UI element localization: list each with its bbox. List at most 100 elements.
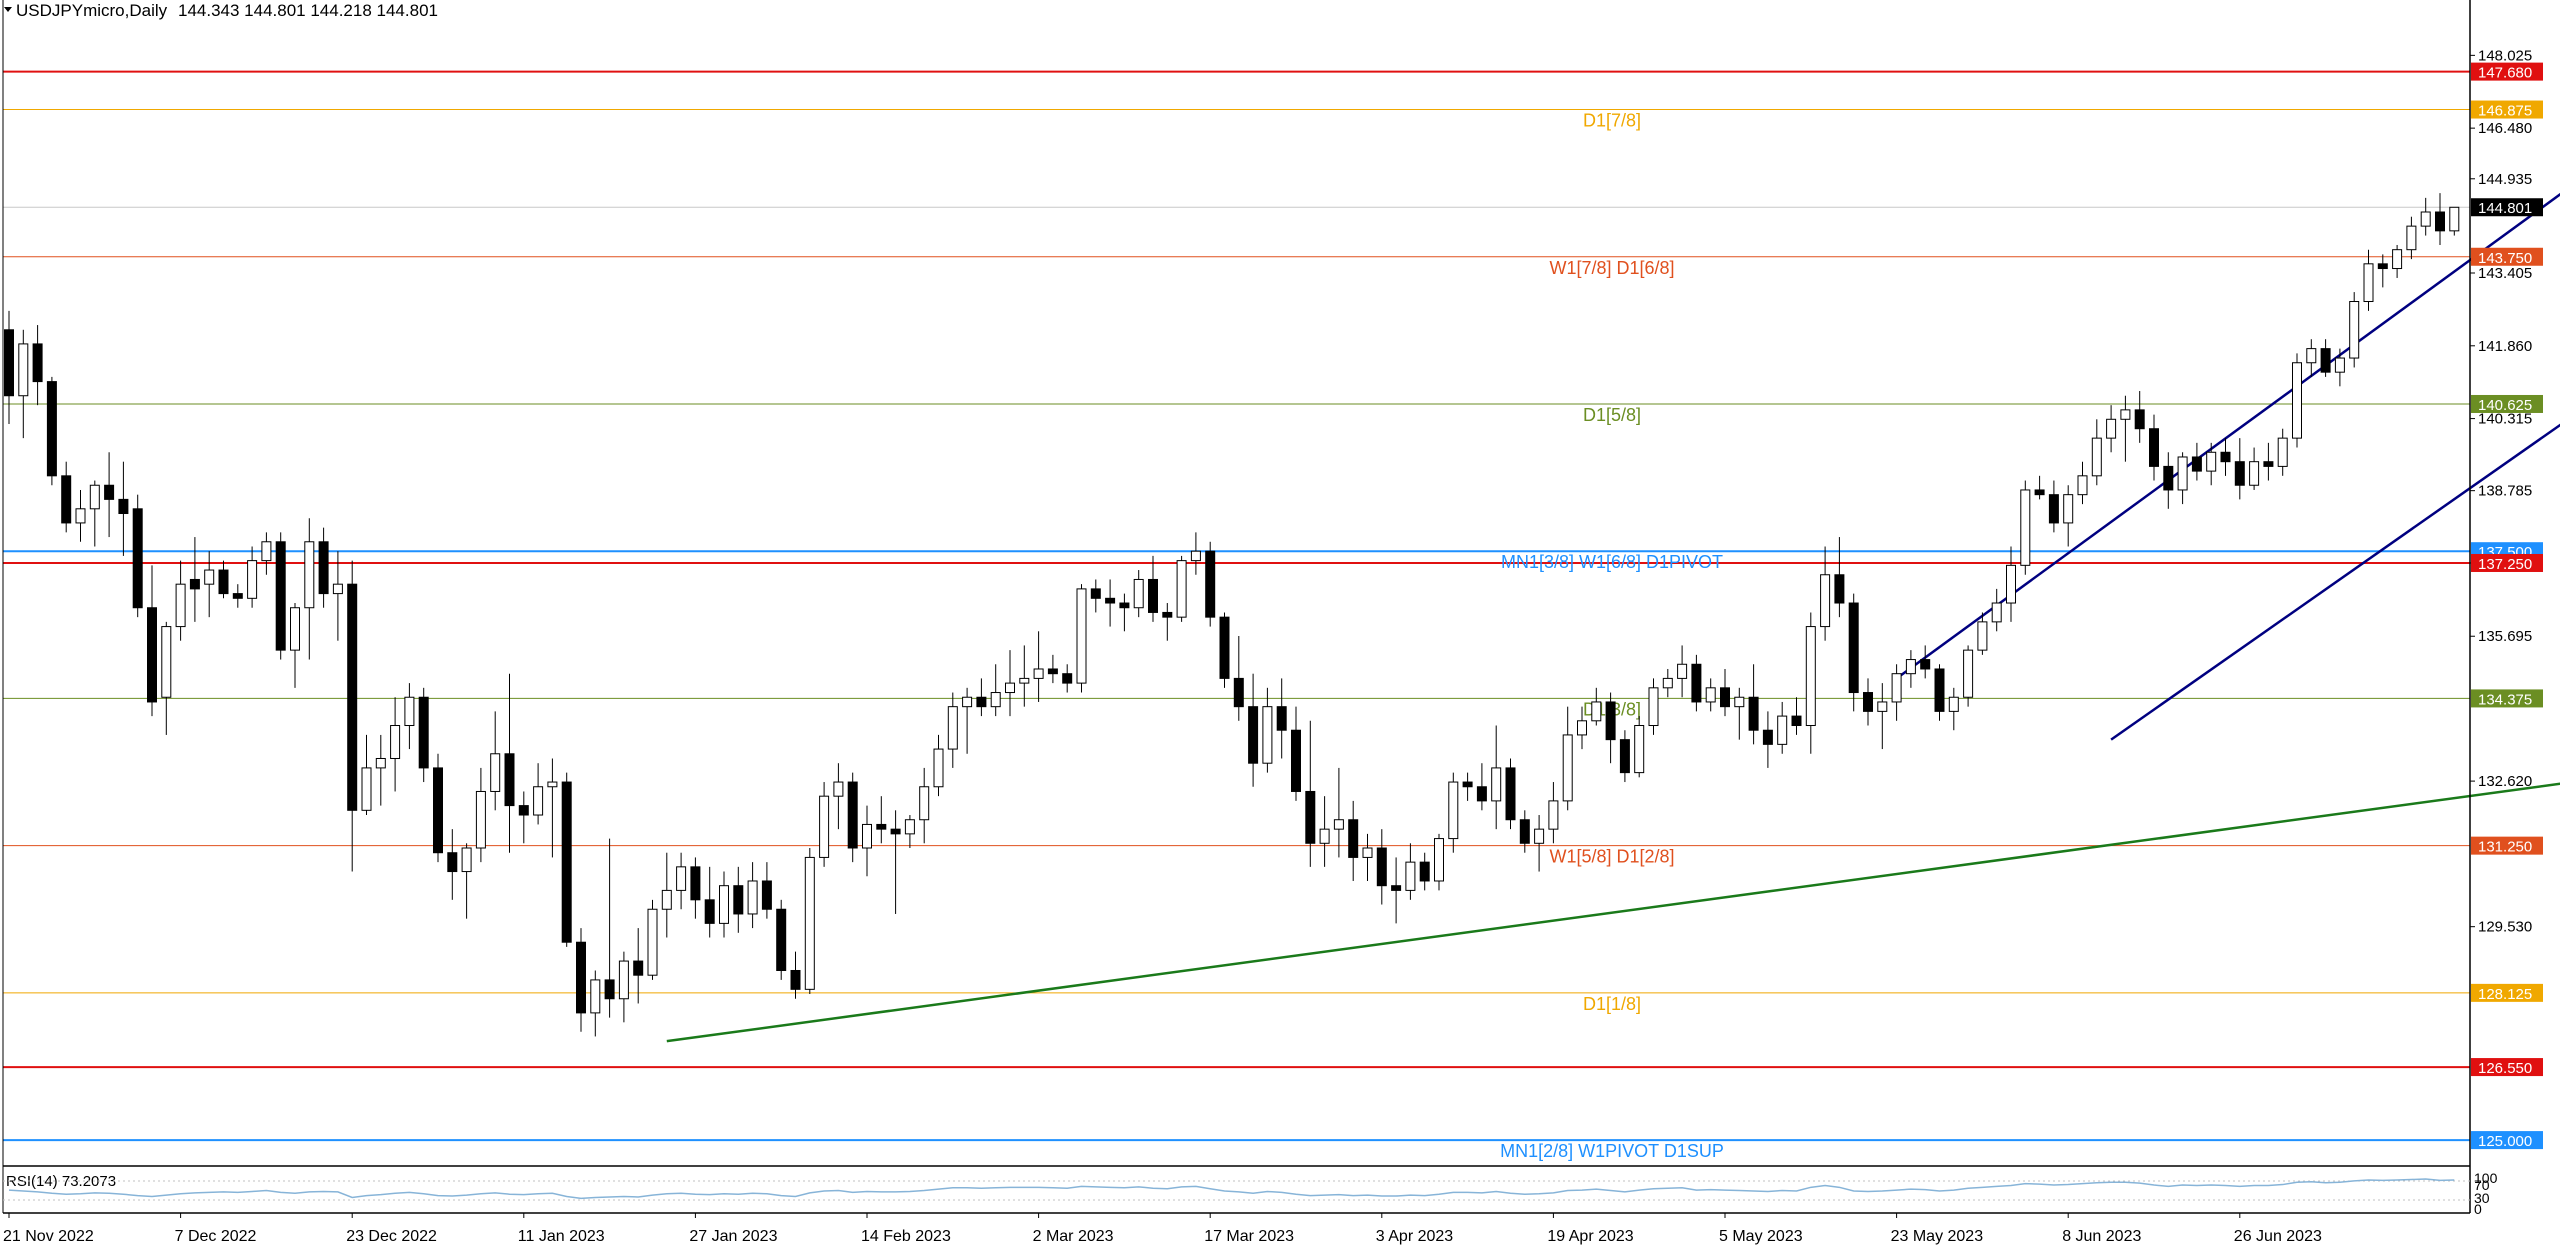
x-tick-label: 26 Jun 2023 xyxy=(2234,1228,2322,1245)
candle-body xyxy=(1362,847,1373,858)
y-tick-label: 148.025 xyxy=(2478,47,2532,64)
candle-body xyxy=(2377,263,2388,270)
candle-body xyxy=(1519,819,1530,844)
y-tick-label: 143.405 xyxy=(2478,265,2532,282)
candle-body xyxy=(46,381,57,477)
candle-body xyxy=(218,569,229,595)
price-tag-label: 126.550 xyxy=(2478,1060,2532,1077)
candle-body xyxy=(2177,456,2188,491)
candle-body xyxy=(2091,437,2102,477)
candle-body xyxy=(1047,668,1058,675)
candle-body xyxy=(1605,701,1616,741)
candle-body xyxy=(1863,692,1873,712)
candle-body xyxy=(633,960,644,976)
candle-body xyxy=(2106,418,2117,439)
level-annotation: W1[7/8] D1[6/8] xyxy=(1549,258,1674,278)
price-tag xyxy=(2471,62,2543,81)
candle-body xyxy=(1076,588,1087,684)
channel-upper-line xyxy=(1895,192,2560,680)
candle-body xyxy=(890,828,901,835)
candle-body xyxy=(2420,211,2431,227)
candle-body xyxy=(2334,357,2345,373)
price-axis[interactable]: 148.025 146.480 144.935 143.405 141.860 140.3… xyxy=(2470,47,2532,936)
candle-body xyxy=(2006,564,2016,604)
candle-body xyxy=(2120,409,2131,420)
candle-body xyxy=(461,847,472,873)
candle-body xyxy=(990,692,1001,708)
x-tick-label: 11 Jan 2023 xyxy=(518,1228,605,1245)
candle-body xyxy=(504,753,515,807)
candle-body xyxy=(1190,550,1201,562)
candle-body xyxy=(61,475,72,524)
candle-body xyxy=(1276,706,1287,731)
candle-body xyxy=(1877,701,1888,712)
price-tag-label: 125.000 xyxy=(2478,1133,2532,1150)
candle-body xyxy=(790,969,801,990)
candle-body xyxy=(1548,800,1559,830)
level-lines xyxy=(3,70,2470,1142)
candle-body xyxy=(2306,348,2317,364)
level-price-labels: 147.680146.875144.801143.750140.625137.5… xyxy=(2471,62,2543,1150)
candle-body xyxy=(447,852,458,873)
x-tick-label: 27 Jan 2023 xyxy=(689,1228,777,1245)
rsi-scale-30: 30 xyxy=(2474,1190,2490,1206)
candle-body xyxy=(561,781,572,943)
price-tag xyxy=(2471,1131,2543,1150)
candle-body xyxy=(2292,362,2302,439)
candle-body xyxy=(2349,301,2360,359)
candle-body xyxy=(1777,715,1788,745)
candle-body xyxy=(1734,696,1745,708)
level-annotation: D1[5/8] xyxy=(1583,405,1641,425)
price-tag-label: 131.250 xyxy=(2478,839,2532,856)
candle-body xyxy=(1677,663,1688,679)
candle-body xyxy=(1562,734,1573,802)
x-tick-label: 2 Mar 2023 xyxy=(1033,1228,1114,1245)
candle-body xyxy=(89,484,100,510)
x-tick-label: 5 May 2023 xyxy=(1719,1228,1803,1245)
candle-body xyxy=(2435,211,2445,232)
candle-body xyxy=(1376,847,1387,887)
candle-body xyxy=(690,866,701,901)
price-tag-label: 143.750 xyxy=(2478,250,2532,267)
rsi-pane[interactable]: RSI(14) 73.2073 100 70 30 0 xyxy=(3,1170,2498,1217)
candle-body xyxy=(1090,588,1101,599)
candle-body xyxy=(719,885,729,924)
candle-body xyxy=(1820,574,1831,628)
candle-body xyxy=(1405,861,1416,891)
candle-body xyxy=(1491,767,1502,802)
candle-body xyxy=(1505,767,1516,821)
time-axis[interactable]: 21 Nov 2022 7 Dec 2022 23 Dec 2022 11 Jan 2… xyxy=(3,1213,2322,1245)
candle-body xyxy=(704,899,715,924)
candle-body xyxy=(1462,781,1473,788)
candle-body xyxy=(2234,461,2245,486)
candle-body xyxy=(1648,687,1659,727)
candle-body xyxy=(232,593,243,599)
candlesticks xyxy=(4,193,2460,1037)
candle-body xyxy=(189,578,200,590)
candle-body xyxy=(2020,489,2031,566)
y-tick-label: 135.695 xyxy=(2478,628,2532,645)
candle-body xyxy=(919,786,930,821)
candle-body xyxy=(132,508,143,609)
price-tag-label: 137.250 xyxy=(2478,556,2532,573)
candle-body xyxy=(1762,729,1773,745)
candle-body xyxy=(2191,456,2202,472)
candle-body xyxy=(1948,696,1959,712)
candle-body xyxy=(1591,701,1602,722)
candle-body xyxy=(1691,663,1702,703)
candle-body xyxy=(1005,682,1015,694)
candle-body xyxy=(747,880,758,915)
x-tick-label: 19 Apr 2023 xyxy=(1547,1228,1633,1245)
candle-body xyxy=(776,908,787,971)
candle-body xyxy=(1920,659,1931,670)
y-tick-label: 144.935 xyxy=(2478,171,2532,188)
candle-body xyxy=(904,819,915,835)
candle-body xyxy=(433,767,443,854)
candle-body xyxy=(4,329,14,397)
candle-body xyxy=(2392,249,2403,270)
dropdown-triangle-icon[interactable] xyxy=(4,7,12,12)
candle-body xyxy=(1205,550,1216,618)
